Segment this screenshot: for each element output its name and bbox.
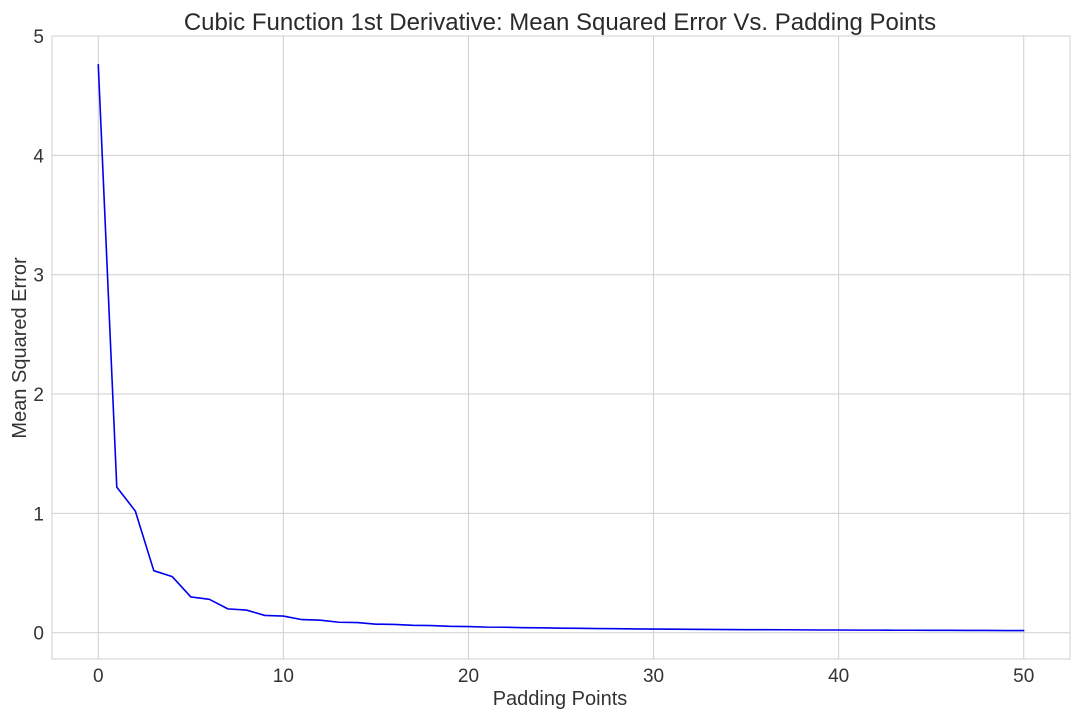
y-tick-label: 2 bbox=[33, 385, 44, 406]
grid bbox=[52, 35, 1070, 659]
y-tick-label: 3 bbox=[33, 266, 44, 287]
plot-area-frame bbox=[51, 35, 1071, 660]
x-tick-label: 10 bbox=[273, 666, 294, 687]
x-axis-label: Padding Points bbox=[493, 688, 628, 710]
x-tick-label: 50 bbox=[1013, 666, 1034, 687]
chart-title: Cubic Function 1st Derivative: Mean Squa… bbox=[184, 9, 936, 36]
x-tick-label: 30 bbox=[643, 666, 664, 687]
tick-labels: 0 10 20 30 40 50 0 1 2 3 4 5 bbox=[33, 27, 1034, 687]
series-line bbox=[97, 63, 1025, 632]
y-tick-label: 5 bbox=[33, 27, 44, 48]
x-tick-label: 0 bbox=[93, 666, 104, 687]
x-tick-label: 20 bbox=[458, 666, 479, 687]
series-layer bbox=[97, 63, 1025, 632]
y-tick-label: 1 bbox=[33, 504, 44, 525]
y-tick-label: 4 bbox=[33, 146, 44, 167]
x-tick-label: 40 bbox=[828, 666, 849, 687]
y-tick-label: 0 bbox=[33, 624, 44, 645]
y-axis-label: Mean Squared Error bbox=[9, 257, 31, 439]
